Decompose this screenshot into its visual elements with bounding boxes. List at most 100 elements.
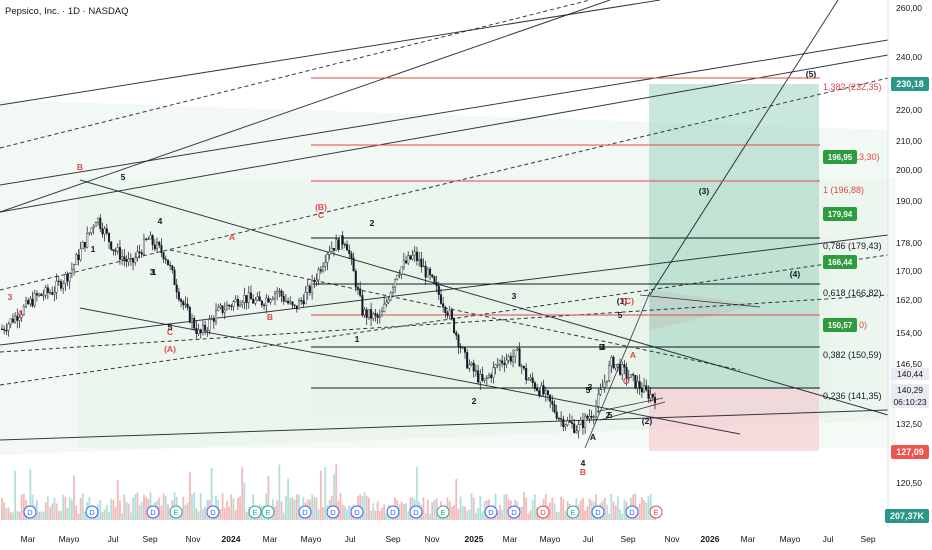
- volume-bar: [466, 510, 469, 520]
- volume-bar: [470, 493, 473, 520]
- candle-body: [553, 404, 556, 413]
- green-price-tag-text: 166,44: [828, 258, 853, 267]
- candle-body: [636, 381, 639, 389]
- y-tick-label: 260,00: [896, 3, 922, 13]
- candle-body: [247, 292, 250, 303]
- candle-body: [31, 298, 34, 307]
- candle-body: [562, 418, 565, 427]
- y-tick-label: 162,00: [896, 295, 922, 305]
- candle-body: [505, 359, 508, 365]
- volume-bar: [370, 510, 372, 520]
- candle-body: [614, 364, 617, 369]
- volume-bar: [134, 494, 137, 520]
- candle-body: [27, 300, 30, 305]
- wave-label: B: [599, 342, 605, 352]
- volume-bar: [468, 509, 471, 520]
- candle-body: [330, 248, 333, 252]
- candle-body: [442, 303, 445, 308]
- volume-bar: [81, 493, 84, 520]
- candle-body: [188, 307, 191, 323]
- volume-bar: [199, 492, 202, 520]
- candle-body: [627, 377, 630, 379]
- candle-body: [575, 430, 578, 433]
- wave-label: A: [630, 350, 636, 360]
- candle-body: [241, 302, 244, 306]
- candle-body: [597, 394, 600, 407]
- volume-bar: [289, 497, 292, 520]
- trend-line: [0, 39, 889, 186]
- wave-label: (1): [617, 296, 628, 306]
- volume-bar: [450, 506, 453, 520]
- candle-body: [560, 418, 563, 420]
- volume-bar: [236, 497, 239, 520]
- candle-body: [273, 292, 276, 299]
- candle-body: [394, 279, 397, 288]
- candle-body: [38, 293, 41, 296]
- candle-body: [252, 298, 255, 304]
- wave-label: (2): [642, 416, 653, 426]
- volume-bar: [313, 497, 316, 520]
- candle-body: [472, 362, 475, 372]
- volume-bar: [20, 494, 23, 520]
- candle-body: [171, 265, 174, 271]
- volume-bar: [606, 504, 608, 520]
- candle-body: [239, 304, 242, 307]
- volume-bar: [610, 493, 613, 520]
- volume-bar: [647, 496, 650, 520]
- candle-body: [221, 305, 224, 313]
- volume-bar: [274, 506, 276, 520]
- candle-body: [520, 365, 523, 368]
- volume-bar: [405, 503, 407, 520]
- candle-body: [356, 287, 359, 289]
- volume-bar: [461, 506, 464, 520]
- event-marker: [248, 505, 262, 519]
- volume-bar: [223, 507, 226, 520]
- candle-body: [293, 304, 296, 306]
- event-marker: [386, 505, 400, 519]
- candle-body: [153, 244, 156, 250]
- candle-body: [140, 252, 143, 255]
- candle-body: [42, 295, 45, 297]
- candle-body: [142, 238, 145, 255]
- candle-body: [219, 305, 222, 308]
- candle-body: [276, 291, 279, 294]
- event-marker: [326, 505, 340, 519]
- volume-bar: [348, 505, 351, 520]
- candle-body: [483, 378, 486, 381]
- candle-body: [422, 265, 425, 268]
- candle-body: [453, 318, 456, 333]
- candle-body: [424, 265, 427, 278]
- event-marker: [350, 505, 364, 519]
- candle-body: [121, 256, 124, 260]
- candle-body: [584, 415, 587, 428]
- volume-bar: [243, 482, 246, 520]
- x-tick-label: Jul: [823, 534, 834, 544]
- candle-body: [22, 306, 25, 315]
- volume-bar: [555, 511, 558, 520]
- candle-body: [538, 390, 541, 396]
- candle-body: [621, 364, 624, 375]
- candle-body: [605, 380, 608, 383]
- volume-bar: [343, 506, 346, 520]
- candle-body: [381, 311, 384, 317]
- target-zone: [649, 84, 819, 389]
- candle-body: [311, 280, 314, 293]
- volume-bar: [365, 495, 368, 520]
- event-marker: [261, 505, 275, 519]
- candle-body: [180, 299, 183, 302]
- candle-body: [138, 251, 141, 253]
- candle-body: [514, 349, 517, 357]
- fib-label-partial: 0): [859, 320, 867, 330]
- candle-body: [1, 328, 4, 331]
- volume-bar: [649, 493, 652, 520]
- volume-bar: [293, 499, 296, 520]
- candle-body: [498, 360, 501, 365]
- candle-body: [92, 226, 95, 229]
- triangle-shade: [650, 290, 760, 330]
- volume-bar: [16, 510, 19, 520]
- candle-body: [184, 303, 187, 306]
- volume-bar: [114, 506, 117, 520]
- candle-body: [33, 293, 36, 307]
- candle-body: [204, 324, 207, 331]
